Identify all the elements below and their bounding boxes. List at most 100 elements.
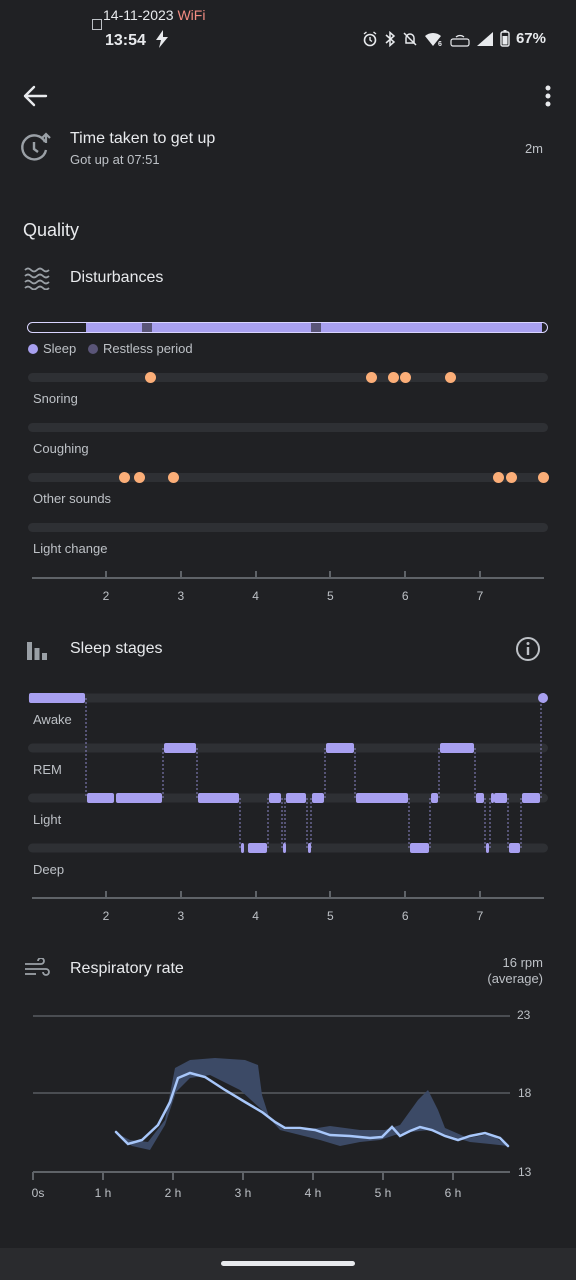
stages-axis-tick bbox=[404, 891, 407, 899]
respiratory-range-band bbox=[116, 1058, 508, 1150]
stage-segment bbox=[198, 793, 239, 803]
stage-track bbox=[28, 693, 548, 703]
legend-sleep-swatch bbox=[28, 344, 38, 354]
stage-segment bbox=[312, 793, 324, 803]
disturbance-track bbox=[28, 473, 548, 482]
legend-restless-swatch bbox=[88, 344, 98, 354]
disturbance-track-label: Coughing bbox=[33, 441, 89, 456]
stage-segment bbox=[326, 743, 354, 753]
respiratory-average: 16 rpm (average) bbox=[487, 955, 543, 987]
stage-label: REM bbox=[33, 762, 62, 777]
disturbance-event-dot bbox=[493, 472, 505, 483]
disturbances-axis-tick bbox=[404, 571, 407, 579]
stages-axis-tick bbox=[105, 891, 107, 899]
stages-axis-tick bbox=[254, 891, 257, 899]
battery-percent: 67% bbox=[515, 30, 546, 47]
stage-segment bbox=[269, 793, 281, 803]
disturbance-event-dot bbox=[505, 472, 517, 483]
disturbance-event-dot bbox=[134, 472, 146, 483]
stage-segment bbox=[522, 793, 540, 803]
stages-axis-tick-label: 6 bbox=[401, 909, 409, 923]
stages-axis-tick bbox=[479, 891, 481, 899]
stage-track bbox=[28, 843, 548, 853]
disturbance-event-dot bbox=[119, 472, 131, 483]
stage-segment bbox=[491, 793, 494, 803]
disturbance-track-label: Other sounds bbox=[33, 491, 112, 506]
alarm-clock-up-icon bbox=[21, 132, 51, 161]
disturbance-event-dot bbox=[366, 372, 378, 383]
restless-segment bbox=[142, 323, 152, 332]
status-time-text: 13:54 bbox=[105, 32, 146, 49]
stage-segment bbox=[116, 793, 162, 803]
resp-x-label: 2 h bbox=[164, 1186, 182, 1200]
respiratory-title: Respiratory rate bbox=[70, 960, 184, 977]
disturbances-axis-tick-label: 6 bbox=[401, 589, 409, 603]
stage-segment bbox=[164, 743, 196, 753]
stages-axis-tick-label: 4 bbox=[252, 909, 259, 923]
stages-axis bbox=[32, 897, 544, 899]
get-up-value: 2m bbox=[524, 141, 543, 156]
disturbance-event-dot bbox=[538, 472, 550, 483]
disturbances-title: Disturbances bbox=[70, 269, 164, 286]
stage-label: Deep bbox=[33, 862, 65, 877]
resp-x-label: 5 h bbox=[374, 1186, 392, 1200]
notifications-off-icon bbox=[403, 31, 417, 46]
resp-x-label: 0s bbox=[31, 1186, 45, 1200]
stage-segment bbox=[486, 843, 489, 853]
get-up-title: Time taken to get up bbox=[70, 130, 216, 147]
disturbances-axis-tick-label: 7 bbox=[476, 589, 484, 603]
disturbance-track-label: Snoring bbox=[33, 391, 78, 406]
disturbances-axis-tick-label: 2 bbox=[102, 589, 110, 603]
status-time: 13:54 bbox=[105, 30, 170, 50]
disturbance-track bbox=[28, 423, 548, 432]
stages-axis-tick-label: 2 bbox=[102, 909, 110, 923]
stage-segment bbox=[87, 793, 114, 803]
disturbances-axis-tick bbox=[479, 571, 481, 579]
stage-segment bbox=[248, 843, 267, 853]
disturbances-axis-tick bbox=[329, 571, 332, 579]
disturbances-axis-tick-label: 4 bbox=[252, 589, 259, 603]
notification-icon bbox=[92, 19, 102, 30]
disturbance-track-label: Light change bbox=[33, 541, 108, 556]
status-date: 14-11-2023 WiFi bbox=[103, 7, 205, 23]
get-up-subtitle: Got up at 07:51 bbox=[70, 152, 160, 167]
stages-axis-tick-label: 5 bbox=[327, 909, 334, 923]
info-icon[interactable] bbox=[515, 636, 541, 662]
waves-icon bbox=[24, 267, 50, 290]
stage-segment bbox=[356, 793, 408, 803]
legend-sleep-label: Sleep bbox=[43, 341, 77, 356]
quality-heading: Quality bbox=[23, 220, 80, 240]
disturbance-event-dot bbox=[388, 372, 400, 383]
resp-y-label-bottom: 13 bbox=[518, 1165, 532, 1179]
bar-chart-icon bbox=[27, 642, 47, 660]
resp-x-label: 1 h bbox=[94, 1186, 112, 1200]
stages-axis-tick-label: 3 bbox=[177, 909, 185, 923]
arrow-left-icon[interactable] bbox=[22, 84, 48, 108]
sleep-stages-title: Sleep stages bbox=[70, 640, 163, 657]
status-network: WiFi bbox=[177, 7, 206, 23]
volte-icon bbox=[450, 34, 470, 47]
stage-label: Awake bbox=[33, 712, 72, 727]
disturbance-event-dot bbox=[145, 372, 157, 383]
wind-icon bbox=[25, 958, 50, 976]
stage-segment bbox=[29, 693, 85, 703]
restless-segment bbox=[311, 323, 321, 332]
more-vert-icon[interactable] bbox=[541, 84, 555, 108]
sleep-timeline-bar bbox=[27, 322, 548, 333]
alarm-icon bbox=[363, 30, 377, 46]
stage-segment bbox=[440, 743, 474, 753]
stage-segment bbox=[241, 843, 244, 853]
status-icons: 6 67% bbox=[362, 30, 546, 47]
status-date-text: 14-11-2023 bbox=[103, 7, 174, 23]
stage-segment bbox=[476, 793, 484, 803]
sleep-stages-chart bbox=[28, 693, 548, 853]
resp-x-label: 4 h bbox=[304, 1186, 322, 1200]
stages-axis-tick-label: 7 bbox=[476, 909, 484, 923]
cell-signal-icon bbox=[476, 31, 493, 46]
gesture-nav-handle[interactable] bbox=[221, 1261, 355, 1266]
respiratory-average-note: (average) bbox=[487, 971, 543, 986]
disturbances-axis-tick-label: 5 bbox=[327, 589, 334, 603]
respiratory-rate-line bbox=[114, 1071, 510, 1148]
stage-segment bbox=[286, 793, 306, 803]
disturbances-axis-tick bbox=[254, 571, 257, 579]
